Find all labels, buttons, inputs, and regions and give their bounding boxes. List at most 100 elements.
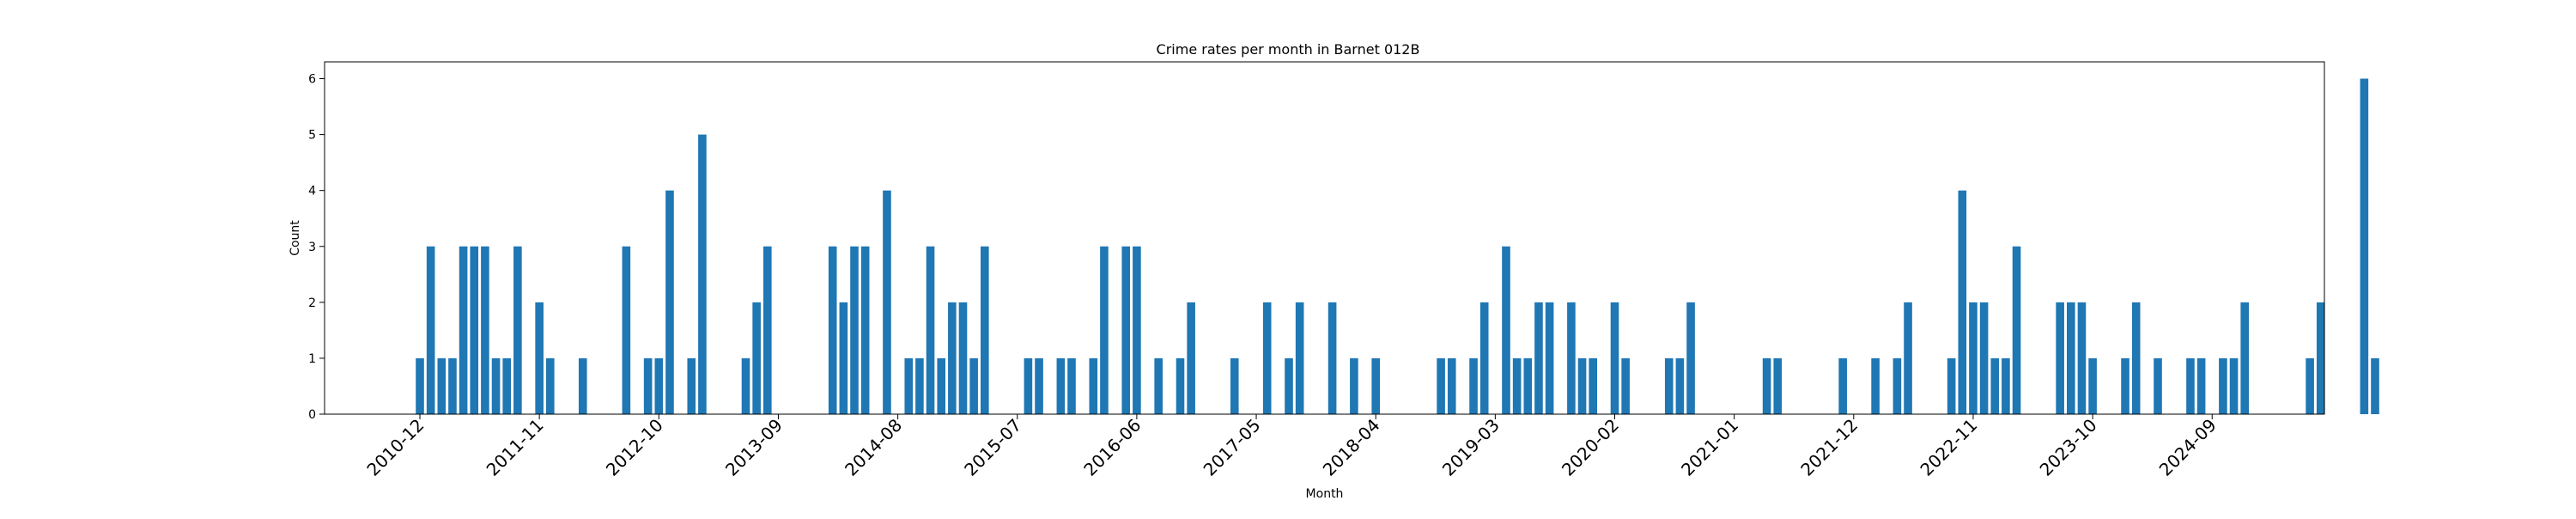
bar <box>1100 246 1109 414</box>
bar <box>2154 357 2162 414</box>
x-tick-label: 2024-09 <box>2155 415 2221 480</box>
bar <box>2002 357 2010 414</box>
bar <box>1469 357 1478 414</box>
bar <box>1621 357 1630 414</box>
y-tick-label: 2 <box>308 296 316 310</box>
x-tick-label: 2014-08 <box>841 415 906 480</box>
bar <box>1024 357 1033 414</box>
bar <box>1437 357 1445 414</box>
bar <box>1447 357 1456 414</box>
x-tick-label: 2016-06 <box>1079 415 1145 480</box>
bar <box>1121 246 1131 414</box>
bar <box>1567 302 1576 414</box>
bar <box>1327 302 1337 414</box>
x-axis-label: Month <box>1306 487 1344 501</box>
bar <box>1056 357 1066 414</box>
bar <box>2306 357 2314 414</box>
bar <box>1871 357 1880 414</box>
bar <box>850 246 859 414</box>
bar <box>1479 302 1489 414</box>
bar <box>1285 357 1293 414</box>
bar <box>459 246 468 414</box>
bar <box>502 357 511 414</box>
bar <box>1664 357 1674 414</box>
x-tick-label: 2021-01 <box>1677 415 1742 480</box>
bar <box>763 246 772 414</box>
bar <box>981 246 989 414</box>
bar <box>1067 357 1076 414</box>
bar <box>1577 357 1587 414</box>
bar <box>1523 357 1533 414</box>
bar <box>2088 357 2097 414</box>
bar <box>2240 302 2249 414</box>
bar <box>839 302 848 414</box>
bar <box>1230 357 1239 414</box>
bar <box>1610 302 1619 414</box>
bar <box>1035 357 1043 414</box>
x-tick-label: 2017-05 <box>1200 415 1265 480</box>
bar <box>860 246 870 414</box>
x-tick-label: 2015-07 <box>960 415 1025 480</box>
bar <box>687 357 696 414</box>
bar <box>426 246 435 414</box>
bar <box>437 357 447 414</box>
bar <box>2131 302 2141 414</box>
bar <box>1947 357 1956 414</box>
y-tick-label: 6 <box>308 73 316 87</box>
bar <box>1350 357 1358 414</box>
bar <box>1979 302 1989 414</box>
bar <box>643 357 653 414</box>
bar <box>958 302 968 414</box>
y-axis-label: Count <box>289 220 302 256</box>
x-tick-label: 2011-11 <box>483 415 548 480</box>
bar <box>2121 357 2129 414</box>
bar <box>1838 357 1847 414</box>
bar <box>915 357 924 414</box>
bar <box>481 246 489 414</box>
bar <box>1262 302 1272 414</box>
y-tick-label: 0 <box>308 408 316 422</box>
bar <box>578 357 587 414</box>
bar <box>1133 246 1141 414</box>
plot-frame <box>324 61 2325 415</box>
bar <box>1762 357 1771 414</box>
chart-title: Crime rates per month in Barnet 012B <box>1156 41 1420 58</box>
bar <box>698 134 707 414</box>
bar <box>2316 302 2325 414</box>
bar <box>1187 302 1195 414</box>
x-tick-label: 2019-03 <box>1438 415 1504 480</box>
bar <box>1545 302 1554 414</box>
bar <box>2012 246 2021 414</box>
bar <box>1958 190 1967 414</box>
bar <box>1176 357 1185 414</box>
bar <box>546 357 555 414</box>
bar <box>1295 302 1304 414</box>
bar <box>470 246 479 414</box>
bar <box>752 302 761 414</box>
x-tick-label: 2020-02 <box>1558 415 1623 480</box>
bar <box>1969 302 1978 414</box>
bar <box>926 246 935 414</box>
bar <box>883 190 891 414</box>
bar <box>448 357 457 414</box>
x-tick-label: 2021-12 <box>1796 415 1862 480</box>
bar <box>1990 357 2000 414</box>
bar <box>1512 357 1522 414</box>
bar <box>741 357 750 414</box>
bar <box>2067 302 2075 414</box>
bar <box>416 357 424 414</box>
x-tick-label: 2010-12 <box>362 415 428 480</box>
bar <box>2219 357 2227 414</box>
x-tick-label: 2023-10 <box>2036 415 2101 480</box>
bar <box>1502 246 1510 414</box>
bar <box>654 357 664 414</box>
bar <box>1686 302 1695 414</box>
bar <box>2056 302 2064 414</box>
x-tick-label: 2018-04 <box>1319 415 1384 480</box>
bar <box>2196 357 2206 414</box>
bar <box>904 357 914 414</box>
bar <box>2077 302 2087 414</box>
bar <box>1773 357 1783 414</box>
